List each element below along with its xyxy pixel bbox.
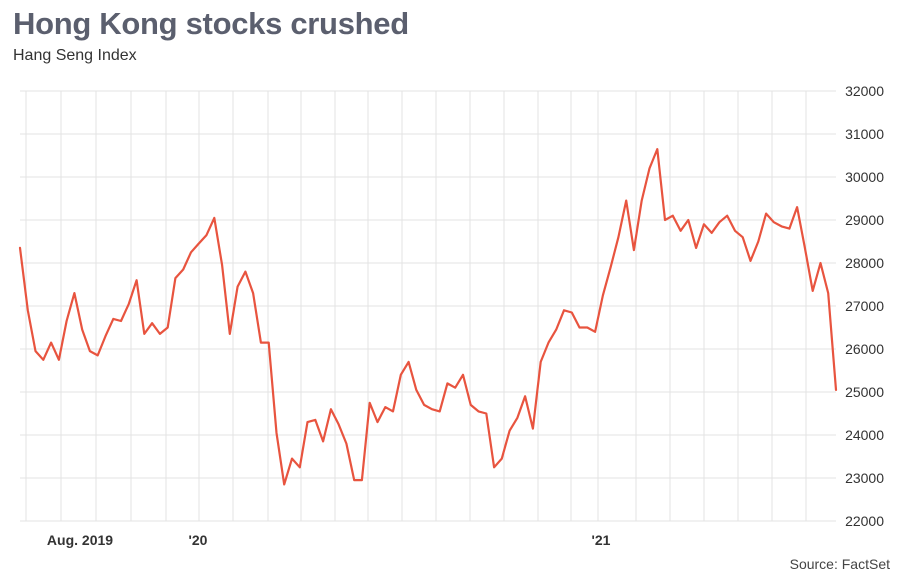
y-tick-label: 31000	[845, 126, 884, 142]
y-tick-label: 32000	[845, 83, 884, 99]
chart-subtitle: Hang Seng Index	[13, 47, 137, 64]
x-axis-ticks: Aug. 2019 '20 '21	[47, 532, 611, 548]
y-tick-label: 29000	[845, 212, 884, 228]
y-tick-label: 24000	[845, 427, 884, 443]
hang-seng-line	[18, 148, 838, 486]
y-tick-label: 27000	[845, 298, 884, 314]
x-tick-label: '20	[189, 532, 208, 548]
y-tick-label: 22000	[845, 513, 884, 529]
y-tick-label: 23000	[845, 470, 884, 486]
y-tick-label: 25000	[845, 384, 884, 400]
y-tick-label: 26000	[845, 341, 884, 357]
y-tick-label: 28000	[845, 255, 884, 271]
x-tick-label: '21	[592, 532, 611, 548]
source-note: Source: FactSet	[789, 556, 890, 572]
chart-title: Hong Kong stocks crushed	[13, 6, 409, 41]
y-axis-ticks: 22000 23000 24000 25000 26000 27000 28000 29000…	[845, 83, 884, 529]
horizontal-gridlines	[20, 90, 836, 522]
y-tick-label: 30000	[845, 169, 884, 185]
x-tick-label: Aug. 2019	[47, 532, 113, 548]
